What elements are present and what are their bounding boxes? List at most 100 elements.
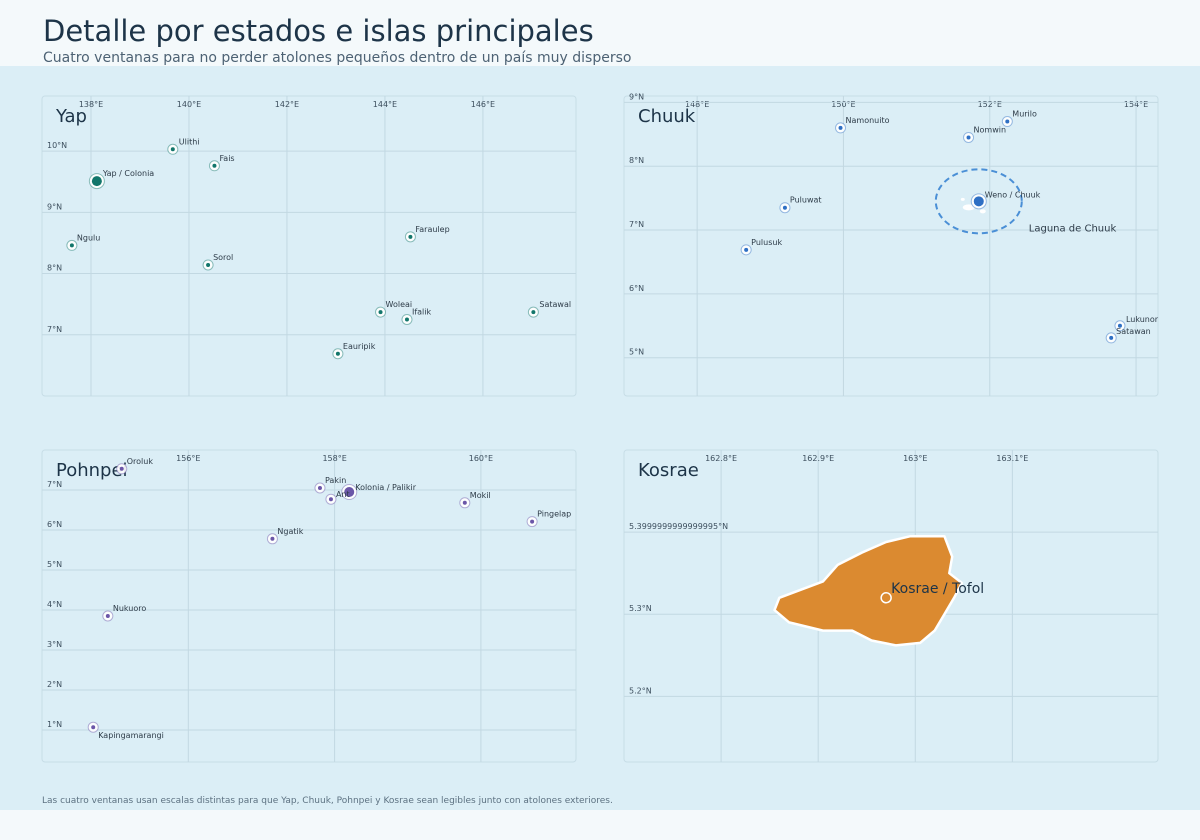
lat-tick-label: 7°N [47,325,62,334]
capital-marker [880,592,892,604]
capital-marker [91,176,102,187]
place-marker [69,243,74,248]
lagoon-outline [934,168,1023,235]
lat-tick-label: 9°N [629,92,644,101]
place-label: Ulithi [179,137,200,146]
lat-tick-label: 7°N [47,480,62,489]
lat-tick-label: 10°N [47,141,67,150]
lat-tick-label: 8°N [629,156,644,165]
footer [0,810,1200,840]
lat-tick-label: 5.3999999999999995°N [629,522,728,531]
place-label: Fais [219,154,234,163]
footnote: Las cuatro ventanas usan escalas distint… [42,796,613,806]
panel-yap: 138°E 140°E 142°E 144°E 146°E 10°N 9°N 8°N 7°N Ya… [41,95,577,397]
panel-kosrae: 162.8°E 162.9°E 163°E 163.1°E 5.399999999999… [623,449,1159,763]
panel-title: Kosrae [638,460,699,481]
place-marker [1117,323,1122,328]
place-label: Namonuito [846,116,890,125]
panel-pohnpei: 156°E 158°E 160°E 7°N 6°N 5°N 4°N 3°N 2°N 1°N Pohn… [41,449,577,763]
panel-frame [623,449,1159,763]
panel-frame [41,449,577,763]
panel-title: Yap [55,106,87,127]
place-label: Kapingamarangi [98,731,164,740]
header [0,0,1200,66]
lagoon-label: Laguna de Chuuk [1029,223,1117,234]
place-marker [91,725,96,730]
panel-title: Chuuk [638,106,696,127]
place-label: Kolonia / Palikir [355,483,417,492]
place-label: Nukuoro [113,604,147,613]
lon-tick-label: 138°E [79,100,103,109]
map-canvas [0,66,1200,810]
lon-tick-label: 140°E [177,100,201,109]
place-marker [530,519,535,524]
place-label: Sorol [213,253,233,262]
place-label: Eauripik [343,342,376,351]
page-title: Detalle por estados e islas principales [43,14,594,48]
panel-frame [623,95,1159,397]
place-label: Pulusuk [751,238,782,247]
capital-marker [973,196,984,207]
place-label: Satawal [539,300,571,309]
lat-tick-label: 1°N [47,720,62,729]
panel-frame [41,95,577,397]
place-marker [1005,119,1010,124]
place-marker [966,135,971,140]
place-marker [119,466,124,471]
lon-tick-label: 162.8°E [705,454,737,463]
place-label: Ngatik [277,527,303,536]
place-label: Ant [336,490,350,499]
lat-tick-label: 5°N [629,348,644,357]
place-label: Satawan [1116,327,1151,336]
place-marker [105,614,110,618]
place-marker [404,317,409,322]
kosrae-island-shape [773,534,964,647]
place-label: Woleai [386,300,413,309]
place-label: Oroluk [127,457,154,466]
lat-tick-label: 7°N [629,220,644,229]
panel-chuuk: 148°E 150°E 152°E 154°E 9°N 8°N 7°N 6°N 5°N Chuuk… [623,92,1159,397]
lat-tick-label: 8°N [47,264,62,273]
lon-tick-label: 163.1°E [996,454,1028,463]
lon-tick-label: 162.9°E [802,454,834,463]
place-marker [328,497,333,502]
map-panels: 138°E 140°E 142°E 144°E 146°E 10°N 9°N 8°N 7°N Ya… [41,92,1159,763]
place-label: Weno / Chuuk [985,190,1041,199]
lat-tick-label: 4°N [47,600,62,609]
page-subtitle: Cuatro ventanas para no perder atolones … [43,50,632,66]
place-label: Pingelap [537,510,571,519]
panel-title: Pohnpei [56,460,128,481]
lon-tick-label: 156°E [176,454,200,463]
place-marker [462,500,467,505]
lagoon-islet [979,209,986,214]
place-label: Ngulu [77,233,100,242]
lon-tick-label: 160°E [469,454,493,463]
lagoon-islet [962,204,975,211]
place-marker [270,536,275,541]
place-marker [782,205,787,210]
place-label: Puluwat [790,196,822,205]
place-marker [335,351,340,356]
lat-tick-label: 3°N [47,640,62,649]
place-marker [212,163,217,168]
lat-tick-label: 6°N [47,520,62,529]
place-label: Mokil [470,491,491,500]
lat-tick-label: 2°N [47,680,62,689]
place-marker [838,125,843,130]
lon-tick-label: 146°E [471,100,495,109]
place-label: Pakin [325,476,346,485]
lat-tick-label: 9°N [47,202,62,211]
lon-tick-label: 154°E [1124,100,1148,109]
place-marker [317,486,322,490]
place-marker [531,310,536,315]
lon-tick-label: 148°E [685,100,709,109]
lon-tick-label: 144°E [373,100,397,109]
place-label: Murilo [1012,110,1037,119]
place-marker [744,247,749,252]
place-label: Nomwin [974,125,1007,134]
lat-tick-label: 5°N [47,560,62,569]
place-marker [170,147,175,152]
place-marker [408,234,413,239]
place-label: Yap / Colonia [102,169,154,178]
